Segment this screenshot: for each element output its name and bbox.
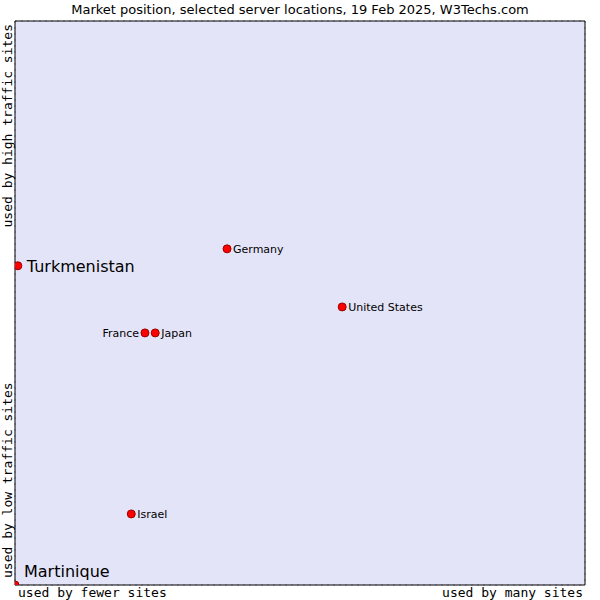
svg-text:Japan: Japan — [160, 327, 192, 340]
svg-text:used by high traffic sites: used by high traffic sites — [8, 24, 15, 228]
svg-text:Israel: Israel — [137, 508, 167, 521]
svg-text:used by many sites: used by many sites — [442, 585, 583, 600]
svg-text:Martinique: Martinique — [24, 562, 110, 581]
svg-text:Germany: Germany — [233, 243, 284, 256]
svg-text:United States: United States — [348, 301, 423, 314]
svg-text:France: France — [102, 327, 139, 340]
svg-text:Turkmenistan: Turkmenistan — [26, 257, 135, 276]
svg-text:Market position, selected serv: Market position, selected server locatio… — [71, 2, 529, 17]
svg-text:used by fewer sites: used by fewer sites — [18, 585, 167, 600]
svg-text:used by low traffic sites: used by low traffic sites — [8, 382, 15, 578]
